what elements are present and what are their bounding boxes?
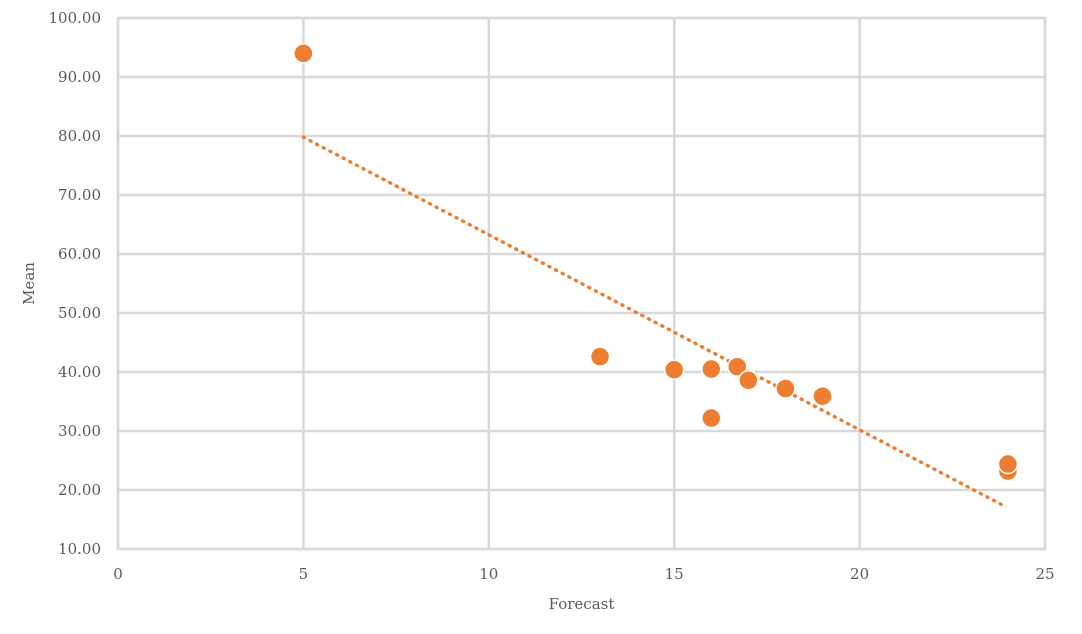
data-points [293,43,1019,482]
x-tick-label: 10 [479,565,498,583]
y-tick-label: 60.00 [58,245,101,263]
x-tick-label: 5 [299,565,309,583]
y-axis-ticks: 10.00 20.00 30.00 40.00 50.00 60.00 70.00 80.00… [49,9,102,558]
data-point [775,378,796,399]
plot-area [116,16,1047,551]
data-point [726,356,748,377]
x-axis-title: Forecast [549,595,615,613]
y-tick-label: 20.00 [58,481,101,499]
y-tick-label: 30.00 [58,422,101,440]
y-tick-label: 50.00 [58,304,101,322]
x-tick-label: 25 [1035,565,1054,583]
y-tick-label: 40.00 [58,363,101,381]
y-tick-label: 100.00 [49,9,102,27]
x-axis-ticks: 0 5 10 15 20 25 [113,565,1054,583]
data-point [738,370,759,391]
data-point [701,358,722,380]
x-tick-label: 20 [850,565,869,583]
data-point [701,407,722,429]
y-tick-label: 80.00 [58,127,101,145]
x-tick-label: 0 [113,565,123,583]
data-point [812,385,833,407]
x-tick-label: 15 [665,565,684,583]
data-point [293,43,314,64]
data-point [589,346,611,367]
y-tick-label: 10.00 [58,540,101,558]
trendline-group [301,135,1006,508]
y-tick-label: 70.00 [58,186,101,204]
y-tick-label: 90.00 [58,68,101,86]
data-point [663,359,685,380]
linear-trendline [301,135,1006,508]
data-point [997,453,1019,475]
y-axis-title: Mean [20,262,38,305]
